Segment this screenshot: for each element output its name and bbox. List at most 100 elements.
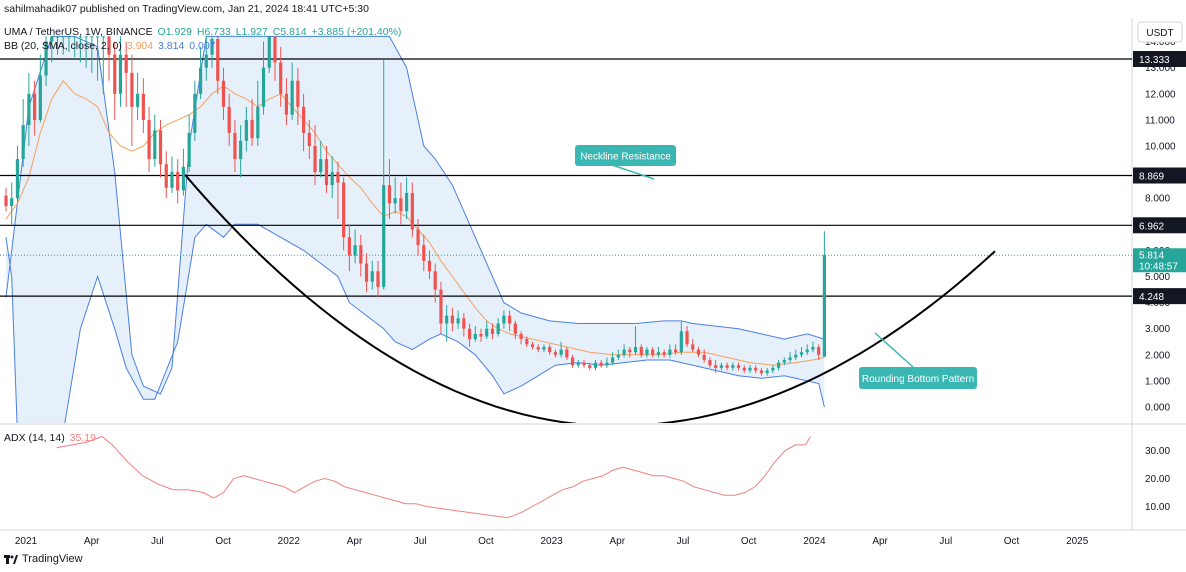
- bb-basis-value: 3.904: [126, 40, 154, 52]
- candle-body: [748, 367, 752, 371]
- adx-label[interactable]: ADX (14, 14): [4, 432, 65, 444]
- rounding-callout-label: Rounding Bottom Pattern: [862, 374, 974, 385]
- candle: [599, 360, 603, 368]
- y-tick-label: 1.000: [1145, 376, 1170, 387]
- candle-body: [782, 360, 786, 363]
- candle-body: [118, 54, 123, 94]
- tradingview-logo[interactable]: TradingView: [4, 553, 83, 565]
- candle-body: [101, 36, 105, 38]
- candle-body: [210, 38, 214, 55]
- bb-label[interactable]: BB (20, SMA, close, 2, 0): [4, 40, 122, 52]
- publisher-line: sahilmahadik07 published on TradingView.…: [4, 3, 369, 15]
- rounding-callout-box[interactable]: [859, 367, 977, 389]
- candle-body: [656, 352, 661, 355]
- candle-body: [239, 140, 243, 160]
- candle-body: [817, 346, 821, 355]
- horizontal-levels: [0, 58, 1132, 297]
- candle-body: [433, 271, 437, 290]
- symbol-name[interactable]: UMA / TetherUS, 1W, BINANCE: [4, 26, 153, 38]
- candle-body: [633, 346, 638, 353]
- candle: [668, 344, 672, 358]
- candle-body: [456, 318, 460, 324]
- candle-body: [50, 36, 54, 42]
- candle-body: [765, 370, 769, 374]
- x-tick-label: Oct: [1004, 536, 1020, 547]
- candle: [742, 365, 746, 374]
- candle-body: [519, 333, 523, 340]
- neckline-callout-box[interactable]: [575, 145, 676, 166]
- candle: [359, 234, 363, 277]
- candle-body: [187, 132, 191, 167]
- candle-body: [4, 195, 8, 207]
- level-tag-box: [1133, 167, 1186, 184]
- candle: [691, 339, 695, 353]
- candle: [124, 41, 128, 107]
- candle-body: [490, 328, 495, 334]
- neckline-callout-pointer: [611, 164, 655, 180]
- candle-body: [548, 346, 552, 353]
- candle-body: [67, 36, 71, 38]
- level-tags: 13.333 8.869 6.962 4.248: [1133, 51, 1186, 305]
- rounding-bottom-arc: [184, 174, 996, 423]
- candle: [4, 187, 8, 212]
- price-pane: [0, 35, 1132, 423]
- adx-legend: ADX (14, 14) 35.19: [4, 432, 98, 444]
- candle-body: [107, 36, 111, 55]
- time-axis[interactable]: 2021 Apr Jul Oct 2022 Apr Jul Oct 2023 Apr Jul Oct 2…: [15, 536, 1089, 547]
- candle: [364, 253, 369, 293]
- candle-body: [216, 38, 220, 81]
- candle-body: [570, 357, 575, 366]
- x-tick-label: Oct: [478, 536, 494, 547]
- ohlc-open: O1.929: [157, 26, 192, 38]
- x-tick-label: Jul: [939, 536, 952, 547]
- candle-body: [759, 370, 764, 374]
- candle: [210, 36, 214, 68]
- candle: [290, 62, 294, 120]
- adx-axis[interactable]: 10.00 20.00 30.00: [1145, 446, 1170, 513]
- x-tick-label: Apr: [872, 536, 888, 547]
- y-tick-label: 8.000: [1145, 194, 1170, 205]
- candle-body: [559, 349, 563, 355]
- candle-body: [256, 106, 260, 139]
- y-tick-label: 0.000: [1145, 403, 1170, 414]
- candle: [95, 36, 100, 81]
- candle: [427, 250, 432, 280]
- candle-body: [799, 352, 804, 355]
- candle-body: [399, 198, 403, 212]
- candle: [221, 67, 226, 120]
- candle-body: [147, 119, 151, 160]
- level-tag-box: [1133, 288, 1186, 305]
- candle-body: [673, 349, 678, 353]
- candle-body: [153, 130, 157, 160]
- candle-body: [301, 106, 306, 133]
- candle-body: [410, 192, 414, 230]
- candle-body: [714, 365, 718, 368]
- candle: [530, 341, 535, 350]
- candle: [342, 177, 346, 251]
- x-tick-label: Oct: [741, 536, 757, 547]
- neckline-callout-label: Neckline Resistance: [580, 152, 671, 163]
- candle: [101, 36, 105, 94]
- currency-box[interactable]: [1137, 21, 1183, 43]
- candle: [559, 341, 563, 358]
- adx-pane: [56, 435, 811, 519]
- bb-lower-value: 0.007: [189, 40, 216, 52]
- candle-body: [467, 328, 472, 340]
- candle-body: [502, 315, 506, 324]
- candle: [147, 106, 151, 173]
- candle: [244, 106, 248, 152]
- x-tick-label: Oct: [215, 536, 231, 547]
- candle-body: [708, 360, 712, 366]
- currency-label: USDT: [1146, 28, 1173, 39]
- y-tick-label: 14.000: [1145, 37, 1176, 48]
- candle-body: [95, 36, 100, 38]
- tradingview-brand: TradingView: [22, 553, 83, 565]
- candle-body: [599, 362, 603, 366]
- candle-body: [10, 198, 14, 207]
- candle: [136, 72, 140, 120]
- candle-body: [55, 36, 60, 38]
- candle-body: [805, 349, 809, 353]
- candle-body: [605, 362, 609, 366]
